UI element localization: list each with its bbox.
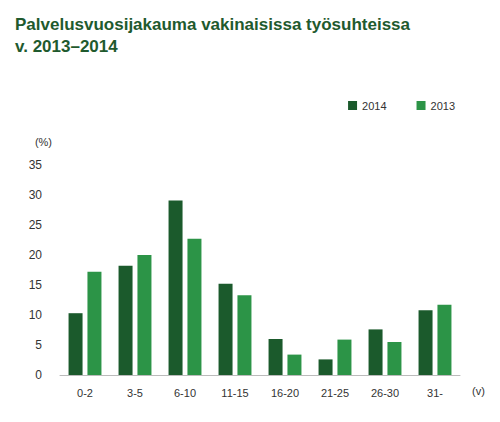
svg-text:0: 0 [35,368,42,382]
svg-text:5: 5 [35,338,42,352]
svg-text:20: 20 [29,248,43,262]
svg-text:25: 25 [29,218,43,232]
svg-text:11-15: 11-15 [221,387,248,399]
svg-text:10: 10 [29,308,43,322]
svg-text:v. 2013–2014: v. 2013–2014 [15,37,118,56]
svg-text:15: 15 [29,278,43,292]
svg-text:31-: 31- [427,387,443,399]
svg-text:0-2: 0-2 [77,387,93,399]
svg-text:21-25: 21-25 [321,387,349,399]
svg-text:2013: 2013 [431,100,455,112]
svg-text:(v): (v) [472,385,485,397]
svg-text:Palvelusvuosijakauma vakinaisi: Palvelusvuosijakauma vakinaisissa työsuh… [15,15,411,34]
svg-text:2014: 2014 [362,100,386,112]
svg-text:(%): (%) [35,136,52,148]
svg-text:30: 30 [29,188,43,202]
svg-text:16-20: 16-20 [271,387,299,399]
svg-text:6-10: 6-10 [174,387,196,399]
svg-text:35: 35 [29,158,43,172]
svg-text:26-30: 26-30 [371,387,399,399]
svg-text:3-5: 3-5 [127,387,143,399]
